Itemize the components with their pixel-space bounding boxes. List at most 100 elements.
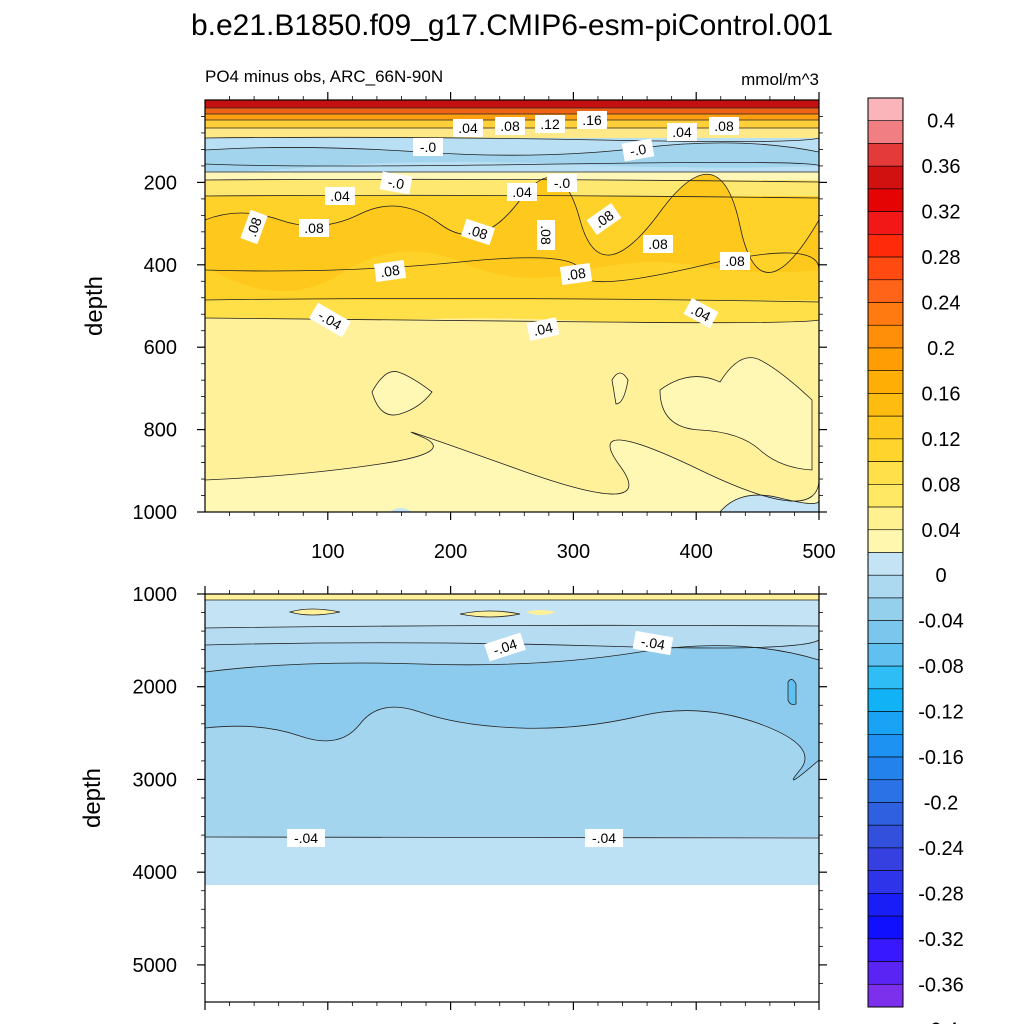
top-xtick-label: 300	[557, 541, 590, 563]
top-contour-label-box	[379, 171, 413, 195]
top-xtick-label: 100	[311, 541, 344, 563]
colorbar-label: -0.4	[924, 1020, 958, 1024]
colorbar-swatch	[867, 665, 904, 690]
top-contour-label: .08	[495, 117, 525, 135]
top-contour-label: .04	[683, 298, 719, 328]
bottom-contour-label: -.04	[287, 829, 325, 847]
top-contour-label: .04	[325, 187, 355, 205]
colorbar-swatch	[867, 961, 904, 985]
top-contour-label-text: .08	[538, 225, 554, 245]
top-contour-label: .04	[453, 119, 483, 137]
top-contour-label: .04	[667, 123, 697, 141]
colorbar-label: -0.28	[918, 883, 964, 905]
bottom-contour-label: -.04	[585, 829, 623, 847]
bottom-contour-label: -.04	[484, 632, 526, 662]
colorbar-swatch	[867, 824, 904, 849]
colorbar-label: -0.04	[918, 611, 964, 633]
top-contour-label-text: .08	[304, 220, 324, 236]
colorbar-label: 0.28	[922, 247, 961, 269]
top-contour-label-box	[537, 220, 555, 250]
top-contour-label: .08	[559, 262, 593, 286]
top-axis-ticks: 100 200 300 400 500 200 400 600 800 1000	[133, 92, 836, 563]
colorbar-label: 0.32	[922, 202, 961, 224]
colorbar-swatch	[867, 915, 904, 940]
colorbar-swatch	[867, 983, 904, 1008]
top-contour-label-box	[559, 262, 593, 286]
top-contour-label-text: -.0	[420, 139, 437, 155]
top-contour-fill	[205, 100, 819, 512]
top-contour-label-box	[535, 115, 565, 133]
top-ytick-label: 200	[144, 172, 177, 194]
top-contour-label-text: .08	[648, 236, 668, 252]
colorbar-swatch	[867, 347, 904, 372]
top-contour-label-box	[667, 123, 697, 141]
colorbar-swatch	[867, 802, 904, 826]
bottom-ytick-label: 1000	[133, 584, 178, 606]
top-contour-label: .08	[299, 219, 329, 237]
bottom-contour-label-text: -.04	[640, 633, 667, 653]
top-contour-label: -.0	[547, 174, 577, 192]
top-contour-label-text: .04	[458, 120, 478, 136]
bottom-contour-fill	[205, 594, 819, 1002]
top-contour-label-box	[547, 174, 577, 192]
top-contour-label-box	[586, 203, 622, 235]
top-contour-label-box	[577, 111, 607, 129]
colorbar-swatch	[867, 97, 904, 122]
bottom-ytick-label: 5000	[133, 955, 178, 977]
colorbar-label: 0.12	[922, 429, 961, 451]
colorbar-swatch	[867, 893, 904, 917]
top-contour-label: .04	[526, 317, 560, 341]
colorbar-label: 0.36	[922, 156, 961, 178]
bottom-contour-label: -.04	[632, 630, 674, 656]
chart-title: b.e21.B1850.f09_g17.CMIP6-esm-piControl.…	[191, 9, 833, 42]
colorbar-swatch	[867, 461, 904, 485]
top-contour-label-text: -.0	[554, 175, 571, 191]
top-contour-label: .08	[240, 209, 268, 245]
top-contour-label-text: .04	[512, 184, 532, 200]
colorbar-swatch	[867, 438, 904, 462]
top-contour-label-box	[709, 117, 739, 135]
colorbar-label: -0.32	[918, 929, 964, 951]
top-contour-label-box	[621, 138, 655, 162]
top-contour-label: .16	[577, 111, 607, 129]
bottom-panel	[204, 593, 820, 1003]
colorbar-swatch	[867, 484, 904, 508]
top-contour-label-text: .12	[540, 116, 560, 132]
bottom-contour-label-text: -.04	[491, 636, 519, 659]
colorbar-swatch	[867, 324, 904, 349]
top-contour-label-box	[720, 252, 750, 270]
colorbar-swatch	[867, 711, 904, 735]
units-label: mmol/m^3	[741, 70, 819, 89]
top-xtick-label: 500	[802, 541, 835, 563]
colorbar-swatch	[867, 120, 904, 144]
colorbar: 0.4 0.36 0.32 0.28 0.24 0.2 0.16 0.12 0.08 0.04 0 -…	[867, 97, 964, 1024]
colorbar-frame	[867, 97, 904, 1008]
top-contour-label-box	[526, 317, 560, 341]
top-xtick-label: 200	[434, 541, 467, 563]
colorbar-swatch	[867, 211, 904, 235]
colorbar-label: -0.08	[918, 656, 964, 678]
top-contour-label: -.0	[621, 138, 655, 162]
top-contour-label-box	[683, 298, 719, 328]
bottom-contour-labels: -.04 -.04 -.04 -.04	[287, 630, 674, 847]
colorbar-label: 0.2	[927, 338, 955, 360]
top-contour-label-text: .08	[466, 221, 490, 242]
top-contour-label: .08	[460, 218, 496, 246]
colorbar-swatch	[867, 370, 904, 394]
top-ytick-label: 400	[144, 255, 177, 277]
top-contour-label-text: .16	[582, 112, 602, 128]
colorbar-swatch	[867, 234, 904, 258]
top-plot-frame	[204, 99, 820, 513]
colorbar-swatch	[867, 870, 904, 894]
top-contour-label-text: .08	[500, 118, 520, 134]
top-contour-label-box	[309, 302, 351, 338]
colorbar-swatch	[867, 529, 904, 553]
colorbar-swatch	[867, 506, 904, 531]
colorbar-label: -0.16	[918, 747, 964, 769]
top-contour-label-box	[643, 235, 673, 253]
top-contour-label: .12	[535, 115, 565, 133]
top-xtick-label: 400	[680, 541, 713, 563]
top-contour-label: .08	[537, 220, 555, 250]
top-contour-label-box	[453, 119, 483, 137]
colorbar-swatch	[867, 847, 904, 871]
